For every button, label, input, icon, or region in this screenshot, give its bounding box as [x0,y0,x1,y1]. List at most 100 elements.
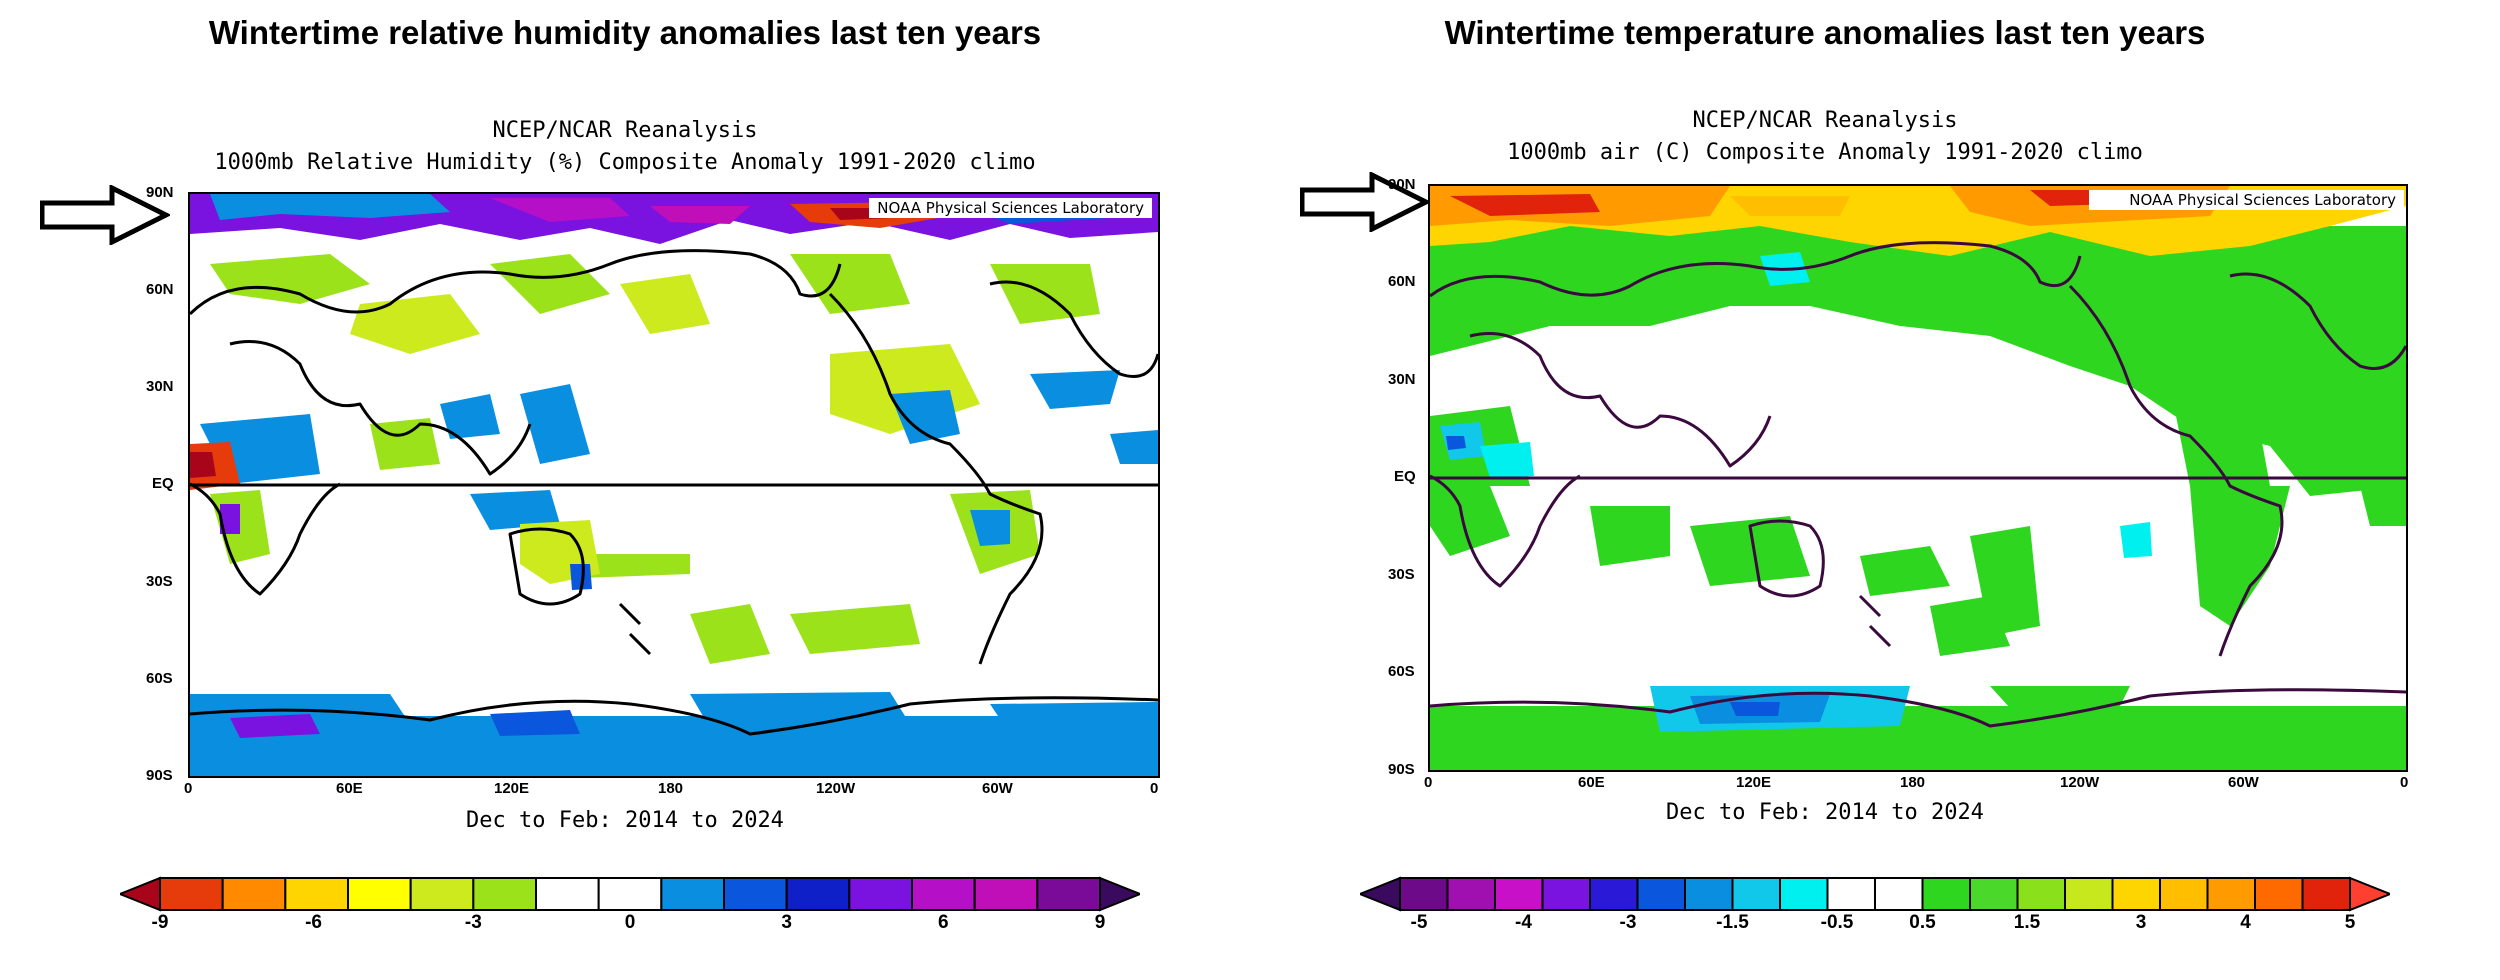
lat-label-60s: 60S [146,670,173,687]
temperature-period: Dec to Feb: 2014 to 2024 [1666,800,1984,825]
colorbar-left-extension [1360,876,1401,912]
colorbar-segment [660,877,725,911]
humidity-lab-tag: NOAA Physical Sciences Laboratory [869,198,1152,218]
humidity-colorbar [120,876,1140,912]
colorbar-segment [1874,877,1924,911]
arrow-right-icon [1300,172,1430,232]
colorbar-tick-label: -6 [305,912,322,933]
arrow-right-icon [40,185,170,245]
colorbar-tick-label: -3 [1619,912,1637,933]
colorbar-segment [1969,877,2019,911]
colorbar-tick-label: 3 [781,912,792,933]
colorbar-segment [2016,877,2066,911]
lat-label-30n: 30N [1388,371,1416,388]
humidity-panel: Wintertime relative humidity anomalies l… [40,14,1160,933]
humidity-period: Dec to Feb: 2014 to 2024 [466,808,784,833]
humidity-map: NOAA Physical Sciences Laboratory [188,192,1160,778]
lon-label-0-end: 0 [1150,780,1159,797]
colorbar-segment [1399,877,1449,911]
lon-label-120w: 120W [2060,774,2100,791]
lat-label-60n: 60N [146,281,174,298]
colorbar-segment [284,877,349,911]
temperature-description: 1000mb air (C) Composite Anomaly 1991-20… [1507,140,2143,165]
colorbar-segment [2159,877,2209,911]
colorbar-segment [973,877,1039,911]
colorbar-segment [848,877,913,911]
lat-label-30n: 30N [146,378,174,395]
colorbar-tick-label: 9 [1094,912,1106,933]
colorbar-segment [785,877,851,911]
lon-label-60e: 60E [1578,774,1605,791]
colorbar-segment [2254,877,2304,911]
lat-label-30s: 30S [1388,566,1415,583]
temperature-lab-tag: NOAA Physical Sciences Laboratory [2089,190,2404,210]
colorbar-segment [409,877,475,911]
humidity-source: NCEP/NCAR Reanalysis [492,118,758,143]
colorbar-segment [347,877,412,911]
lat-label-90s: 90S [146,767,173,784]
colorbar-segment [2301,877,2351,911]
lon-label-180: 180 [1900,774,1926,791]
colorbar-segment [1541,877,1591,911]
colorbar-right-extension [2349,876,2390,912]
lon-label-0-end: 0 [2400,774,2409,791]
colorbar-segment [1494,877,1544,911]
colorbar-tick-label: -4 [1515,912,1532,933]
colorbar-right-extension [1099,876,1140,912]
colorbar-tick-label: 6 [938,912,949,933]
colorbar-segment [1684,877,1734,911]
lon-label-120w: 120W [816,780,856,797]
lat-label-60n: 60N [1388,273,1416,290]
colorbar-segment [221,877,287,911]
colorbar-tick-label: -0.5 [1820,912,1854,933]
colorbar-segment [472,877,538,911]
humidity-description: 1000mb Relative Humidity (%) Composite A… [214,150,1036,175]
lat-label-eq: EQ [1394,468,1416,485]
temperature-source: NCEP/NCAR Reanalysis [1692,108,1958,133]
colorbar-left-extension [120,876,161,912]
colorbar-segment [1921,877,1971,911]
colorbar-segment [159,877,224,911]
colorbar-segment [1779,877,1829,911]
lon-label-60w: 60W [982,780,1013,797]
lon-label-180: 180 [658,780,684,797]
colorbar-tick-label: -9 [151,912,169,933]
temperature-headline: Wintertime temperature anomalies last te… [1444,14,2206,51]
humidity-anomaly-field [190,194,1158,776]
lon-label-0: 0 [1424,774,1433,791]
lat-label-eq: EQ [152,475,174,492]
colorbar-segment [723,877,788,911]
colorbar-segment [911,877,976,911]
colorbar-tick-label: 0 [624,912,636,933]
colorbar-tick-label: 3 [2135,912,2147,933]
lon-label-60e: 60E [336,780,363,797]
humidity-headline: Wintertime relative humidity anomalies l… [208,14,1042,51]
colorbar-segment [2064,877,2114,911]
temperature-panel: Wintertime temperature anomalies last te… [1250,0,2500,980]
colorbar-tick-label: -5 [1410,912,1428,933]
lat-label-90n: 90N [146,184,174,201]
colorbar-tick-label: 1.5 [2013,912,2041,933]
lon-label-60w: 60W [2228,774,2259,791]
temperature-colorbar [1360,876,2390,912]
colorbar-segment [2111,877,2161,911]
colorbar-segment [1446,877,1496,911]
colorbar-segment [1036,877,1101,911]
lon-label-0: 0 [184,780,193,797]
colorbar-segment [2206,877,2256,911]
colorbar-segment [1731,877,1781,911]
colorbar-segment [597,877,663,911]
lat-label-30s: 30S [146,573,173,590]
colorbar-tick-label: 5 [2344,912,2356,933]
lon-label-120e: 120E [1736,774,1772,791]
lat-label-60s: 60S [1388,663,1415,680]
temperature-anomaly-field [1430,186,2406,770]
colorbar-segment [1589,877,1639,911]
colorbar-tick-label: -1.5 [1716,912,1749,933]
temperature-map: NOAA Physical Sciences Laboratory [1428,184,2408,772]
colorbar-segment [1636,877,1686,911]
colorbar-segment [535,877,600,911]
lat-label-90n: 90N [1388,176,1416,193]
colorbar-tick-label: -3 [464,912,482,933]
colorbar-tick-label: 4 [2240,912,2251,933]
